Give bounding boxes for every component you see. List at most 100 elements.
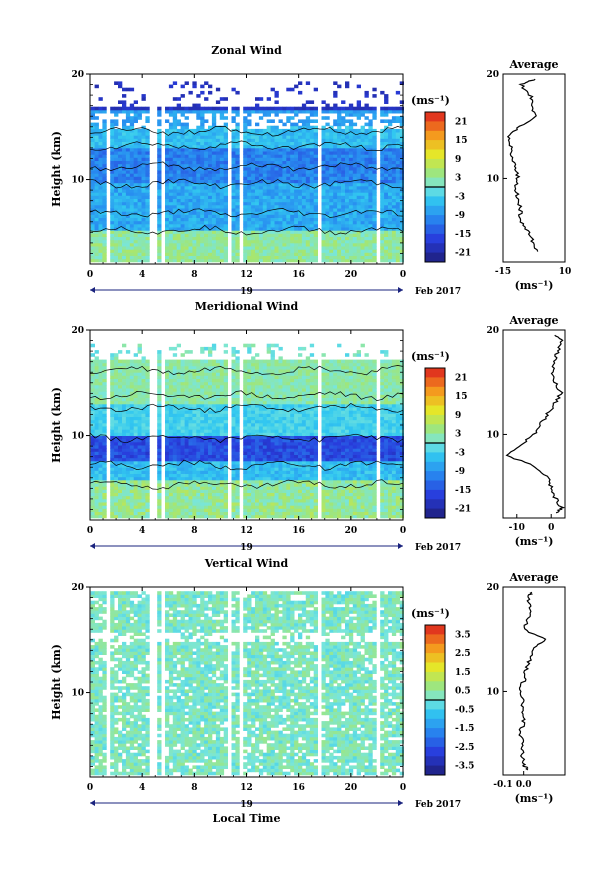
heatmap-cell (145, 195, 150, 199)
heatmap-cell (345, 173, 350, 177)
heatmap-cell (360, 179, 365, 184)
heatmap-cell (333, 119, 338, 123)
heatmap-cell (294, 125, 299, 130)
heatmap-cell (110, 223, 115, 228)
heatmap-cell (360, 132, 365, 136)
heatmap-cell (262, 217, 268, 222)
heatmap-cell (118, 422, 123, 427)
heatmap-cell (172, 201, 178, 206)
heatmap-cell (145, 198, 150, 203)
heatmap-cell (325, 144, 330, 149)
heatmap-cell (141, 147, 146, 152)
heatmap-cell (204, 359, 209, 364)
heatmap-cell (90, 435, 95, 440)
heatmap-cell (235, 176, 240, 180)
heatmap-cell (301, 255, 307, 260)
heatmap-cell (125, 416, 131, 421)
heatmap-cell (165, 176, 170, 180)
heatmap-cell (110, 204, 115, 209)
heatmap-cell (200, 435, 205, 440)
heatmap-cell (94, 429, 99, 433)
heatmap-cell (133, 369, 138, 373)
heatmap-cell (145, 397, 150, 402)
heatmap-cell (102, 467, 107, 471)
heatmap-cell (145, 486, 150, 490)
heatmap-cell (247, 157, 252, 161)
heatmap-cell (145, 400, 150, 405)
heatmap-cell (180, 258, 185, 263)
heatmap-cell (133, 372, 138, 376)
heatmap-cell (172, 407, 178, 411)
heatmap-cell (129, 391, 135, 395)
heatmap-cell (94, 476, 99, 481)
heatmap-cell (196, 419, 201, 424)
heatmap-cell (333, 151, 338, 155)
heatmap-cell (215, 185, 221, 190)
heatmap-cell (98, 151, 103, 155)
heatmap-cell (196, 109, 201, 114)
heatmap-cell (110, 483, 115, 487)
heatmap-cell (348, 239, 354, 244)
heatmap-cell (176, 239, 181, 244)
profile-frame (502, 73, 566, 263)
heatmap-cell (282, 128, 287, 133)
heatmap-cell (200, 413, 205, 417)
heatmap-cell (258, 128, 264, 133)
heatmap-cell (395, 182, 401, 187)
heatmap-cell (333, 201, 338, 206)
heatmap-cell (188, 407, 193, 411)
heatmap-cell (247, 204, 252, 209)
heatmap-cell (211, 144, 217, 149)
heatmap-cell (125, 426, 131, 430)
heatmap-cell (384, 258, 389, 263)
heatmap-cell (188, 147, 193, 152)
heatmap-cell (356, 204, 361, 209)
heatmap-cell (110, 422, 115, 427)
heatmap-cell (180, 189, 185, 193)
heatmap-cell (251, 176, 256, 180)
heatmap-cell (388, 249, 393, 253)
heatmap-cell (129, 220, 135, 225)
heatmap-cell (270, 211, 275, 215)
heatmap-cell (294, 176, 299, 180)
heatmap-cell (290, 246, 295, 250)
heatmap-cell (243, 258, 248, 263)
heatmap-cell (345, 214, 350, 218)
heatmap-cell (211, 128, 217, 133)
heatmap-cell (384, 230, 389, 234)
heatmap-cell (90, 154, 95, 158)
heatmap-cell (294, 135, 299, 139)
heatmap-cell (188, 138, 193, 142)
heatmap-cell (270, 185, 275, 190)
heatmap-cell (223, 208, 228, 212)
heatmap-cell (165, 381, 170, 386)
heatmap-cell (137, 176, 142, 180)
heatmap-cell (348, 122, 354, 127)
heatmap-cell (231, 173, 236, 177)
heatmap-cell (262, 214, 268, 218)
heatmap-cell (200, 201, 205, 206)
heatmap-cell (180, 470, 185, 474)
heatmap-cell (188, 350, 193, 354)
heatmap-cell (133, 457, 138, 462)
heatmap-cell (176, 505, 181, 509)
heatmap-cell (133, 476, 138, 481)
heatmap-cell (114, 233, 119, 237)
heatmap-cell (133, 239, 138, 244)
colorbar-swatch (425, 158, 445, 169)
heatmap-cell (399, 242, 404, 247)
heatmap-cell (348, 204, 354, 209)
heatmap-cell (399, 109, 404, 114)
heatmap-cell (200, 141, 205, 146)
heatmap-cell (235, 258, 240, 263)
heatmap-cell (176, 246, 181, 250)
heatmap-cell (141, 445, 146, 449)
heatmap-cell (255, 211, 260, 215)
heatmap-cell (223, 201, 228, 206)
heatmap-cell (114, 170, 119, 174)
heatmap-cell (321, 157, 326, 161)
heatmap-cell (102, 258, 107, 263)
heatmap-cell (290, 201, 295, 206)
heatmap-cell (114, 457, 119, 462)
heatmap-cell (141, 438, 146, 443)
